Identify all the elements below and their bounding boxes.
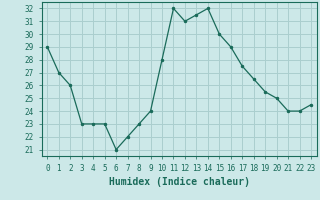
X-axis label: Humidex (Indice chaleur): Humidex (Indice chaleur) [109,177,250,187]
